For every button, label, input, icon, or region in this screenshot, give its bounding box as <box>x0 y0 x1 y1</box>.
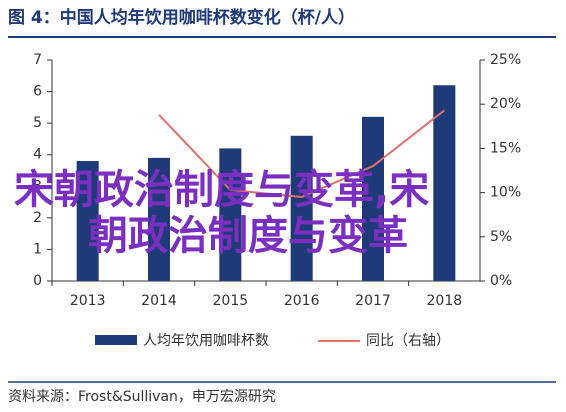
x-tick-label: 2015 <box>213 293 249 309</box>
y-tick-label: 3 <box>33 178 42 194</box>
legend-swatch <box>95 335 137 345</box>
x-tick-label: 2014 <box>141 293 177 309</box>
y-tick-label: 1 <box>33 241 42 257</box>
y2-tick-label: 20% <box>490 96 521 112</box>
watermark: 宋朝政治制度与变革,宋 <box>14 167 429 213</box>
line <box>158 109 445 199</box>
y-tick-label: 7 <box>33 52 42 68</box>
bar <box>290 135 313 281</box>
y-tick-label: 6 <box>33 84 42 100</box>
legend-label: 人均年饮用咖啡杯数 <box>143 333 269 349</box>
y2-tick-label: 0% <box>490 273 512 289</box>
source: 资料来源：Frost&Sullivan，申万宏源研究 <box>8 389 276 405</box>
x-tick-label: 2017 <box>355 293 391 309</box>
legend-label: 同比（右轴） <box>366 333 450 349</box>
chart-title: 图 4：中国人均年饮用咖啡杯数变化（杯/人） <box>8 7 355 28</box>
y2-tick-label: 10% <box>490 185 521 201</box>
y-tick-label: 2 <box>33 210 42 226</box>
y2-tick-label: 25% <box>490 52 521 68</box>
y-tick-label: 5 <box>33 115 42 131</box>
y2-tick-label: 5% <box>490 229 512 245</box>
bar <box>148 157 170 281</box>
bar <box>219 148 242 281</box>
x-tick-label: 2013 <box>70 293 106 309</box>
y-tick-label: 0 <box>33 273 42 289</box>
y-tick-label: 4 <box>33 147 42 163</box>
y2-tick-label: 15% <box>490 140 521 156</box>
bar <box>362 116 384 281</box>
watermark: 朝政治制度与变革 <box>88 213 408 259</box>
bar <box>76 161 99 281</box>
x-tick-label: 2016 <box>284 293 320 309</box>
x-tick-label: 2018 <box>427 293 463 309</box>
bar <box>433 85 456 281</box>
